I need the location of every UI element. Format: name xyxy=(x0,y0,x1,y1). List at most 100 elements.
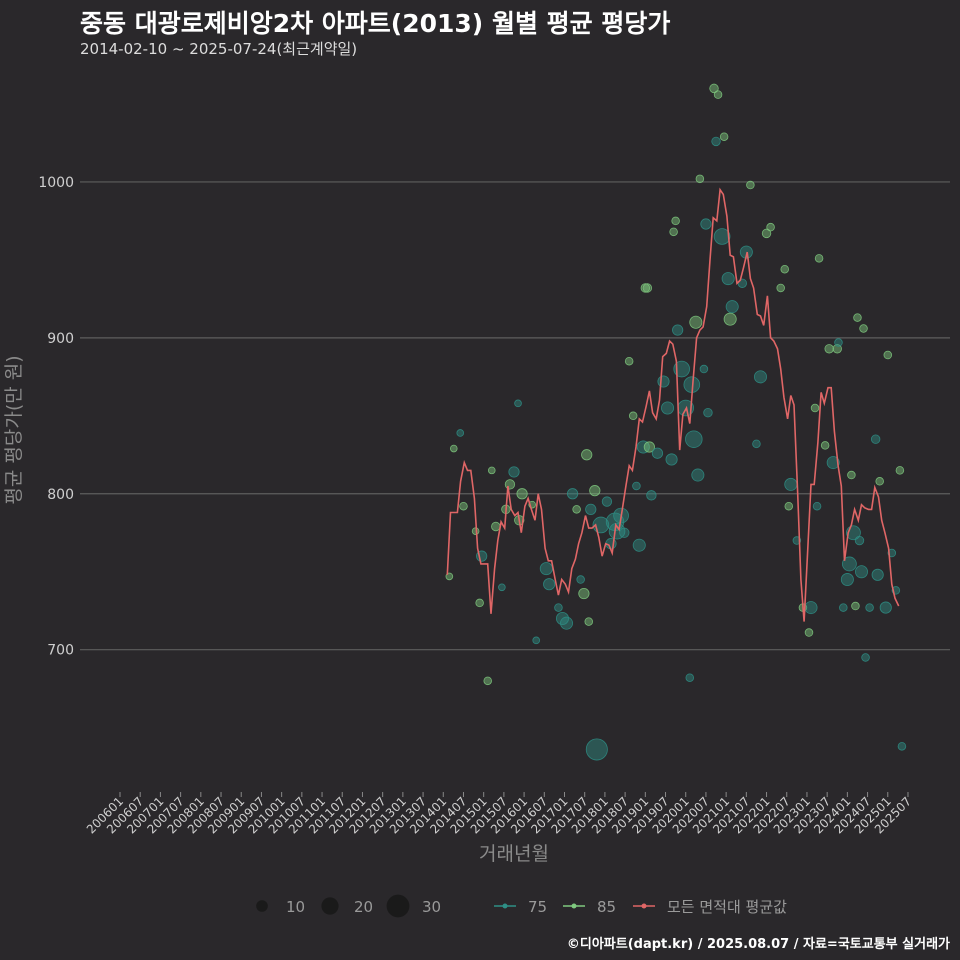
data-point xyxy=(572,505,581,514)
data-point xyxy=(723,312,737,326)
data-point xyxy=(713,90,723,99)
data-point xyxy=(854,535,865,546)
data-point xyxy=(695,174,705,184)
data-point xyxy=(753,370,767,384)
data-point xyxy=(824,344,834,354)
y-axis-title: 평균 평당가(만 원) xyxy=(3,355,25,504)
chart-title: 중동 대광로제비앙2차 아파트(2013) 월별 평균 평당가 xyxy=(80,9,671,38)
data-point xyxy=(879,601,892,614)
data-point xyxy=(784,477,798,491)
data-point xyxy=(691,468,705,482)
y-tick-label: 800 xyxy=(47,487,74,503)
y-axis-ticks: 700 800 900 1000 xyxy=(38,175,74,659)
data-point xyxy=(810,403,820,413)
y-tick-label: 900 xyxy=(47,331,74,347)
data-point xyxy=(532,636,541,645)
data-point xyxy=(578,587,590,600)
data-point xyxy=(665,453,678,466)
data-point xyxy=(632,481,641,491)
data-point xyxy=(699,364,709,374)
data-point xyxy=(804,601,818,615)
data-point xyxy=(725,300,739,314)
legend-series-dot xyxy=(502,903,508,909)
data-point xyxy=(812,501,822,511)
data-point xyxy=(709,83,719,94)
data-point xyxy=(897,742,907,751)
data-point xyxy=(672,324,684,336)
data-point xyxy=(685,430,703,448)
data-point xyxy=(576,575,585,584)
data-point xyxy=(636,440,650,454)
data-point xyxy=(560,616,574,630)
data-point xyxy=(776,283,785,293)
data-point xyxy=(543,578,556,591)
data-point xyxy=(491,521,501,532)
data-point xyxy=(814,254,824,263)
data-point xyxy=(487,466,496,475)
data-point xyxy=(589,485,601,497)
data-point xyxy=(784,501,794,511)
data-point xyxy=(581,449,593,461)
data-point xyxy=(475,598,484,608)
footer-credit: ©디아파트(dapt.kr) / 2025.08.07 / 자료=국토교통부 실… xyxy=(566,937,950,952)
data-point xyxy=(841,556,857,572)
data-point xyxy=(642,283,653,293)
data-point xyxy=(840,573,854,587)
data-point xyxy=(619,527,630,538)
data-point xyxy=(859,324,868,333)
data-point xyxy=(669,227,678,237)
data-point xyxy=(851,601,860,611)
data-point xyxy=(711,136,721,147)
data-point xyxy=(761,228,772,239)
data-point xyxy=(780,264,789,274)
data-point xyxy=(504,479,516,490)
x-axis-ticks: 2006012006072007012007072008012008072009… xyxy=(84,792,914,837)
data-point xyxy=(847,470,856,480)
legend-series-dot xyxy=(641,903,647,909)
data-point xyxy=(713,228,731,245)
legend-series-dot xyxy=(571,903,577,909)
data-point xyxy=(651,447,664,459)
data-point xyxy=(646,490,657,501)
data-point xyxy=(839,603,848,612)
data-point xyxy=(719,132,729,141)
data-point xyxy=(883,350,893,360)
data-point xyxy=(721,272,735,286)
data-point xyxy=(685,673,695,682)
data-point xyxy=(498,583,506,592)
data-point xyxy=(516,488,528,500)
data-point xyxy=(632,538,646,552)
legend-size-label: 20 xyxy=(354,898,373,916)
y-tick-label: 700 xyxy=(47,643,74,659)
data-point xyxy=(875,477,884,486)
data-point xyxy=(746,180,755,190)
data-point xyxy=(624,356,634,366)
data-point xyxy=(584,617,593,626)
data-point xyxy=(700,218,712,230)
data-point xyxy=(661,401,675,415)
data-point xyxy=(855,565,869,579)
data-point xyxy=(671,216,680,226)
legend: 10 20 30 75 85 모든 면적대 평균값 xyxy=(256,894,787,918)
data-point xyxy=(826,456,840,470)
data-point xyxy=(895,466,905,475)
data-point xyxy=(539,562,553,576)
data-point xyxy=(456,429,465,437)
legend-size-label: 10 xyxy=(286,898,305,916)
data-point xyxy=(820,441,830,450)
data-point xyxy=(608,522,626,540)
data-point xyxy=(514,399,522,408)
data-point xyxy=(585,503,597,515)
data-point xyxy=(689,315,703,329)
data-point xyxy=(601,496,613,507)
legend-size-circle xyxy=(256,900,268,912)
data-point xyxy=(752,439,761,449)
data-point xyxy=(865,603,874,612)
data-point xyxy=(585,738,608,761)
data-point xyxy=(861,653,870,662)
legend-size-label: 30 xyxy=(422,898,441,916)
data-point xyxy=(508,466,520,478)
x-axis-title: 거래년월 xyxy=(479,843,549,865)
legend-series-label: 75 xyxy=(528,898,547,916)
